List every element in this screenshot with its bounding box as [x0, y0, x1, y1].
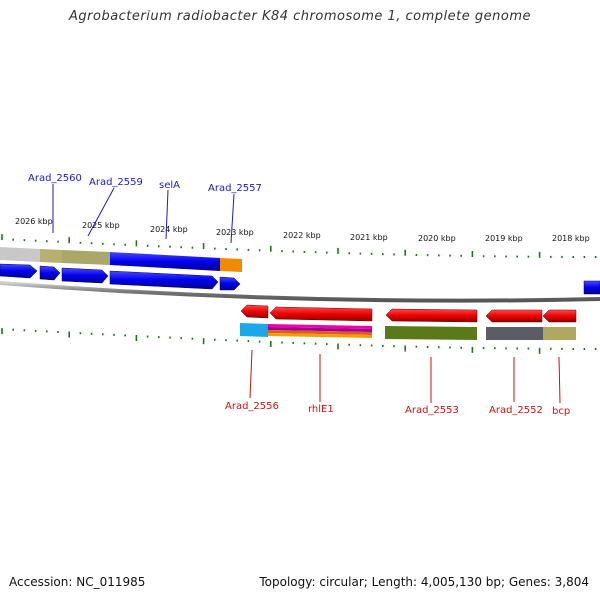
gene-label-arad-2557[interactable]: Arad_2557	[208, 183, 262, 194]
gene-label-arad-2552[interactable]: Arad_2552	[489, 405, 543, 416]
chromosome-backbone	[0, 281, 600, 303]
kbp-tick-label: 2019 kbp	[485, 234, 523, 243]
gene-label-sela[interactable]: selA	[159, 180, 180, 191]
feature-gray	[0, 247, 40, 262]
lower-tick-track	[1, 328, 597, 354]
gene-label-arad-2556[interactable]: Arad_2556	[225, 401, 279, 412]
gene-arrow-forward[interactable]	[583, 280, 600, 295]
leader-line	[249, 349, 253, 399]
map-title: Agrobacterium radiobacter K84 chromosome…	[69, 9, 531, 24]
gene-arrow-reverse[interactable]	[385, 308, 478, 323]
feature-olive	[40, 249, 62, 263]
feature-multicolor	[268, 330, 372, 335]
gene-arrow-reverse[interactable]	[269, 306, 373, 322]
gene-label-bcp[interactable]: bcp	[552, 406, 570, 417]
feature-multicolor	[268, 327, 372, 332]
gene-arrow-forward[interactable]	[0, 263, 38, 279]
genome-summary: Topology: circular; Length: 4,005,130 bp…	[259, 575, 589, 589]
reverse-genes	[240, 304, 577, 323]
feature-multicolor	[268, 333, 372, 338]
leader-line	[558, 356, 561, 404]
gene-label-arad-2560[interactable]: Arad_2560	[28, 173, 82, 184]
gene-arrow-forward[interactable]	[109, 270, 219, 290]
gene-label-arad-2559[interactable]: Arad_2559	[89, 177, 143, 188]
feature-olive	[543, 327, 576, 340]
forward-genes	[0, 263, 600, 295]
leader-line	[165, 189, 169, 240]
forward-gene-labels: Arad_2560 Arad_2559 selA Arad_2557	[28, 173, 262, 244]
feature-green	[385, 326, 477, 340]
leader-line	[87, 187, 115, 237]
feature-blue	[110, 252, 220, 271]
kbp-tick-label: 2022 kbp	[283, 231, 321, 240]
kbp-tick-label: 2021 kbp	[350, 233, 388, 242]
kbp-tick-label: 2023 kbp	[216, 228, 254, 237]
kbp-tick-label: 2018 kbp	[552, 234, 590, 243]
upper-tick-track	[1, 234, 597, 258]
gene-arrow-reverse[interactable]	[485, 309, 543, 323]
kbp-tick-label: 2026 kbp	[15, 217, 53, 226]
gene-arrow-reverse[interactable]	[542, 309, 577, 323]
feature-cyan	[240, 323, 268, 337]
kbp-tick-label: 2024 kbp	[150, 225, 188, 234]
feature-olive	[62, 250, 110, 265]
leader-line	[230, 193, 235, 244]
gene-arrow-forward[interactable]	[61, 267, 109, 284]
kbp-scale: 2026 kbp 2025 kbp 2024 kbp 2023 kbp 2022…	[15, 217, 590, 243]
reverse-feature-band	[240, 323, 576, 340]
gene-label-arad-2553[interactable]: Arad_2553	[405, 405, 459, 416]
feature-gray	[486, 327, 543, 340]
kbp-tick-label: 2020 kbp	[418, 234, 456, 243]
gene-label-rhle1[interactable]: rhlE1	[308, 404, 334, 415]
forward-feature-band	[0, 247, 242, 272]
feature-multicolor	[268, 324, 372, 329]
kbp-tick-label: 2025 kbp	[82, 221, 120, 230]
gene-arrow-reverse[interactable]	[240, 304, 269, 319]
accession-text: Accession: NC_011985	[9, 575, 146, 589]
feature-orange	[220, 258, 242, 272]
gene-arrow-forward[interactable]	[39, 265, 61, 281]
gene-arrow-forward[interactable]	[219, 276, 241, 291]
reverse-gene-labels: Arad_2556 rhlE1 Arad_2553 Arad_2552 bcp	[225, 349, 570, 417]
